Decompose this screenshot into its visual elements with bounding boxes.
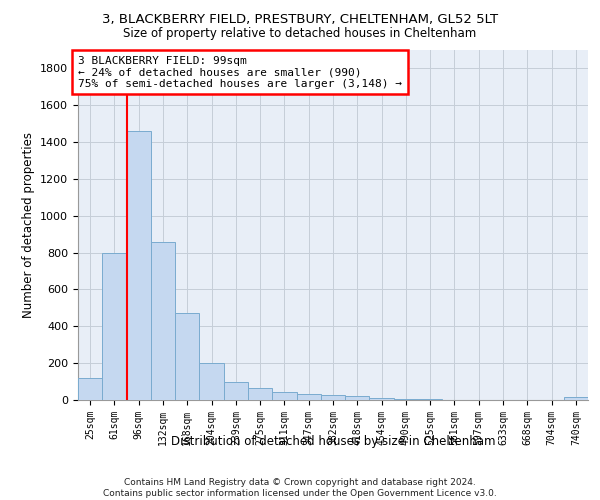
Text: 3 BLACKBERRY FIELD: 99sqm
← 24% of detached houses are smaller (990)
75% of semi: 3 BLACKBERRY FIELD: 99sqm ← 24% of detac… (78, 56, 402, 88)
Bar (102, 252, 127, 400)
Bar (224, 382, 248, 400)
Bar (345, 396, 370, 400)
Text: Size of property relative to detached houses in Cheltenham: Size of property relative to detached ho… (124, 28, 476, 40)
Text: Distribution of detached houses by size in Cheltenham: Distribution of detached houses by size … (171, 434, 495, 448)
Bar (248, 388, 272, 400)
Bar (199, 363, 224, 400)
Text: Contains HM Land Registry data © Crown copyright and database right 2024.
Contai: Contains HM Land Registry data © Crown c… (103, 478, 497, 498)
Bar (151, 242, 175, 400)
Bar (564, 397, 588, 400)
Bar (296, 394, 321, 400)
Bar (127, 131, 151, 400)
Bar (272, 392, 296, 400)
Y-axis label: Number of detached properties: Number of detached properties (22, 132, 35, 318)
Bar (175, 314, 199, 400)
Bar (370, 398, 394, 400)
Text: 3, BLACKBERRY FIELD, PRESTBURY, CHELTENHAM, GL52 5LT: 3, BLACKBERRY FIELD, PRESTBURY, CHELTENH… (102, 12, 498, 26)
Bar (394, 399, 418, 400)
Bar (321, 396, 345, 400)
Bar (78, 378, 102, 400)
